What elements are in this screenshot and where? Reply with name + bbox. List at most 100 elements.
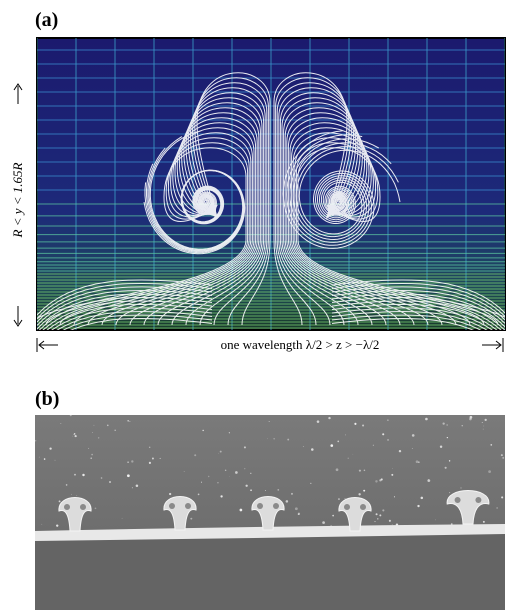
speck [54,459,56,461]
streamline [101,122,255,326]
speck [73,434,74,435]
speck [148,446,151,448]
speck [362,424,365,427]
speck [97,437,100,439]
spiral [282,130,375,249]
speck [56,524,59,527]
streamline [331,310,488,330]
vortex-core [273,503,279,509]
speck [100,477,103,479]
y-axis-label: R < y < 1.65R [10,162,25,238]
speck [482,428,484,430]
speck [363,489,366,492]
speck [69,415,72,417]
streamline [284,107,401,326]
vortex-core [169,503,175,509]
speck [354,422,357,425]
speck [65,484,68,486]
speck [358,469,362,472]
speck [131,460,134,463]
vortex-core [360,504,366,510]
streamline [189,87,266,326]
vortex-core [185,503,191,509]
speck [194,454,197,457]
streamline [38,296,213,330]
speck [218,452,219,454]
speck [245,484,248,487]
speck [420,496,424,500]
speck [418,461,420,463]
speck [228,432,230,434]
speck [449,492,451,494]
speck [250,489,252,492]
speck [93,424,95,426]
speck [316,420,320,423]
speck [442,422,445,425]
speck [388,519,391,522]
speck [121,517,123,519]
speck [391,523,393,525]
streamline [37,286,213,323]
streamline [37,293,213,330]
speck [135,484,139,487]
speck [35,439,37,442]
streamline [331,317,474,330]
vortex-core [80,504,86,510]
speck [375,513,378,516]
wall-edge [35,524,505,541]
speck [106,424,109,427]
speck [49,447,52,450]
speck [439,445,443,449]
speck [347,457,349,459]
speck [92,432,93,433]
speck [277,488,280,491]
streamline [37,289,213,326]
speck [393,496,396,498]
speck [435,519,436,521]
speck [387,419,389,421]
spiral [149,130,244,250]
speck [267,438,268,440]
speck [243,446,246,449]
streamline [56,310,213,330]
speck [415,460,419,463]
speck [344,498,346,500]
speck [90,457,92,459]
speck [38,456,40,458]
speck [502,456,505,459]
streamline [42,300,213,330]
streamline [37,282,213,319]
speck [217,481,219,484]
speck [74,434,77,438]
speck [377,518,379,520]
speck [382,509,385,512]
spiral [286,134,372,246]
vortex-core [64,504,70,510]
speck [448,460,451,462]
speck [220,495,223,498]
speck [484,418,487,422]
speck [374,521,376,523]
vortex-core [475,497,482,503]
streamline [62,314,213,330]
speck [108,480,112,484]
speck [302,445,304,448]
speck [76,494,78,496]
speck [483,425,485,427]
streamline [37,279,213,316]
streamline [51,307,213,330]
speck [387,439,389,441]
streamline [45,142,249,326]
photo-content [35,415,505,610]
speck [168,492,172,496]
speck [190,517,193,520]
speck [461,424,463,427]
speck [411,434,415,437]
streamline [37,147,247,320]
vortex-core [257,503,263,509]
speck [94,507,97,510]
speck [379,514,382,517]
speck [87,447,90,450]
